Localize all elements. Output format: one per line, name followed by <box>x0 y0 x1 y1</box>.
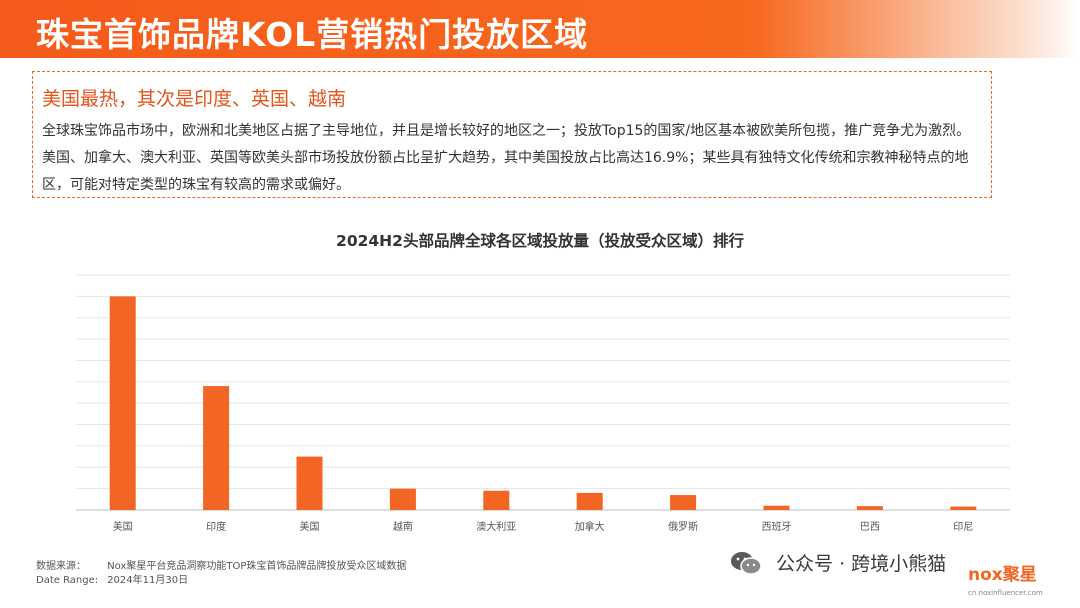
insight-body: 全球珠宝饰品市场中，欧洲和北美地区占据了主导地位，并且是增长较好的地区之一；投放… <box>42 123 971 193</box>
insight-box: 美国最热，其次是印度、英国、越南 全球珠宝饰品市场中，欧洲和北美地区占据了主导地… <box>32 71 992 198</box>
x-tick-label: 美国 <box>113 520 133 533</box>
source-value: Nox聚星平台竞品洞察功能TOP珠宝首饰品牌品牌投放受众区域数据 <box>107 561 407 572</box>
date-range-row: Date Range: 2024年11月30日 <box>36 574 406 588</box>
x-tick-label: 美国 <box>300 520 320 533</box>
bar <box>763 505 790 510</box>
bar <box>483 490 510 510</box>
x-tick-label: 加拿大 <box>575 520 605 533</box>
bar <box>203 386 230 510</box>
source-label: 数据来源： <box>36 561 86 572</box>
bar <box>109 296 136 510</box>
wechat-icon <box>731 551 762 575</box>
bar <box>389 488 416 510</box>
x-tick-label: 澳大利亚 <box>476 520 516 533</box>
x-tick-label: 印度 <box>206 520 226 533</box>
x-tick-label: 越南 <box>393 520 413 533</box>
x-tick-label: 俄罗斯 <box>668 520 698 533</box>
brand-url: cn.noxinfluencer.com <box>968 589 1043 597</box>
date-range-label: Date Range: <box>36 575 99 586</box>
bar <box>296 456 323 510</box>
chart-title: 2024H2头部品牌全球各区域投放量（投放受众区域）排行 <box>336 232 744 250</box>
bar <box>670 495 697 510</box>
brand-logo-text: nox聚星 <box>968 565 1037 585</box>
date-range-value: 2024年11月30日 <box>107 575 189 586</box>
brand-logo: nox聚星 cn.noxinfluencer.com <box>968 560 1048 600</box>
footer: 数据来源： Nox聚星平台竞品洞察功能TOP珠宝首饰品牌品牌投放受众区域数据 D… <box>36 560 406 588</box>
watermark-text: 公众号 · 跨境小熊猫 <box>776 553 947 575</box>
x-tick-label: 西班牙 <box>762 521 792 533</box>
bar <box>856 506 883 510</box>
bar <box>950 506 977 510</box>
insight-headline: 美国最热，其次是印度、英国、越南 <box>42 88 347 110</box>
page-title: 珠宝首饰品牌KOL营销热门投放区域 <box>36 15 589 54</box>
bar <box>576 492 603 510</box>
title-banner: 珠宝首饰品牌KOL营销热门投放区域 <box>0 0 1080 58</box>
x-tick-label: 巴西 <box>860 521 880 533</box>
x-tick-label: 印尼 <box>953 521 973 533</box>
watermark: 公众号 · 跨境小熊猫 <box>730 549 946 579</box>
source-row: 数据来源： Nox聚星平台竞品洞察功能TOP珠宝首饰品牌品牌投放受众区域数据 <box>36 560 406 574</box>
